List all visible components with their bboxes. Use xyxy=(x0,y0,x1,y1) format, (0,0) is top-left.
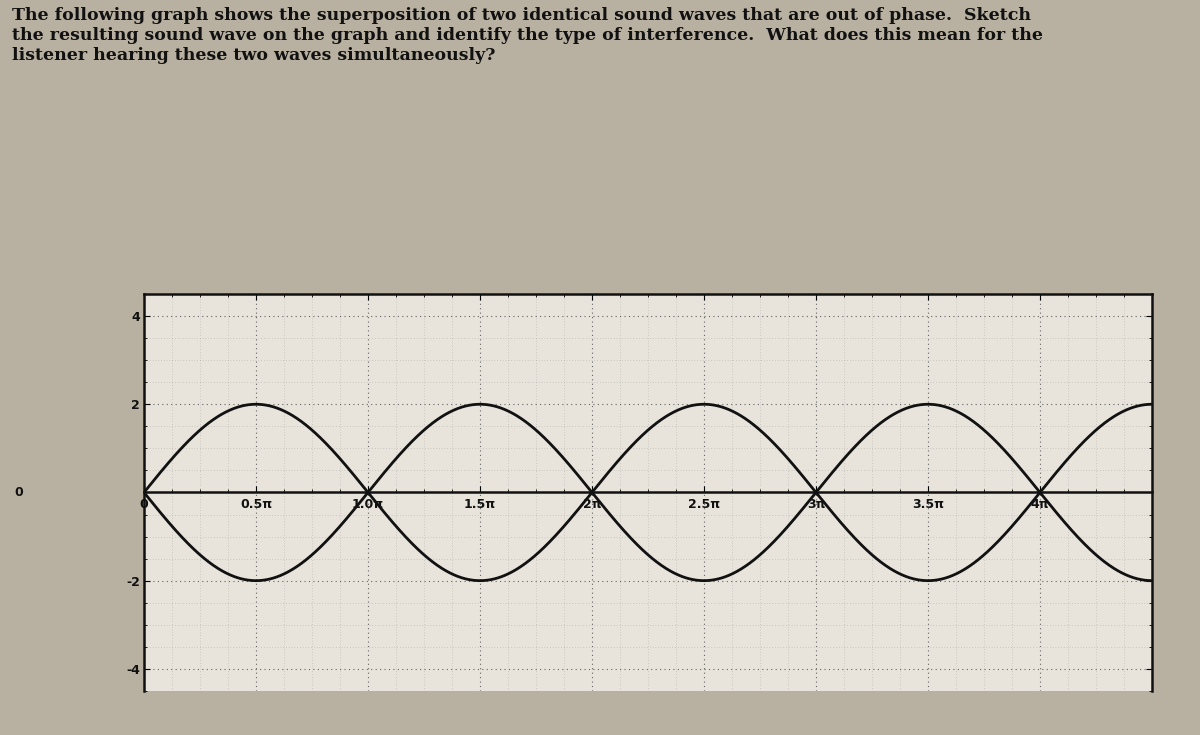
Text: 0: 0 xyxy=(14,486,23,499)
Text: The following graph shows the superposition of two identical sound waves that ar: The following graph shows the superposit… xyxy=(12,7,1043,63)
